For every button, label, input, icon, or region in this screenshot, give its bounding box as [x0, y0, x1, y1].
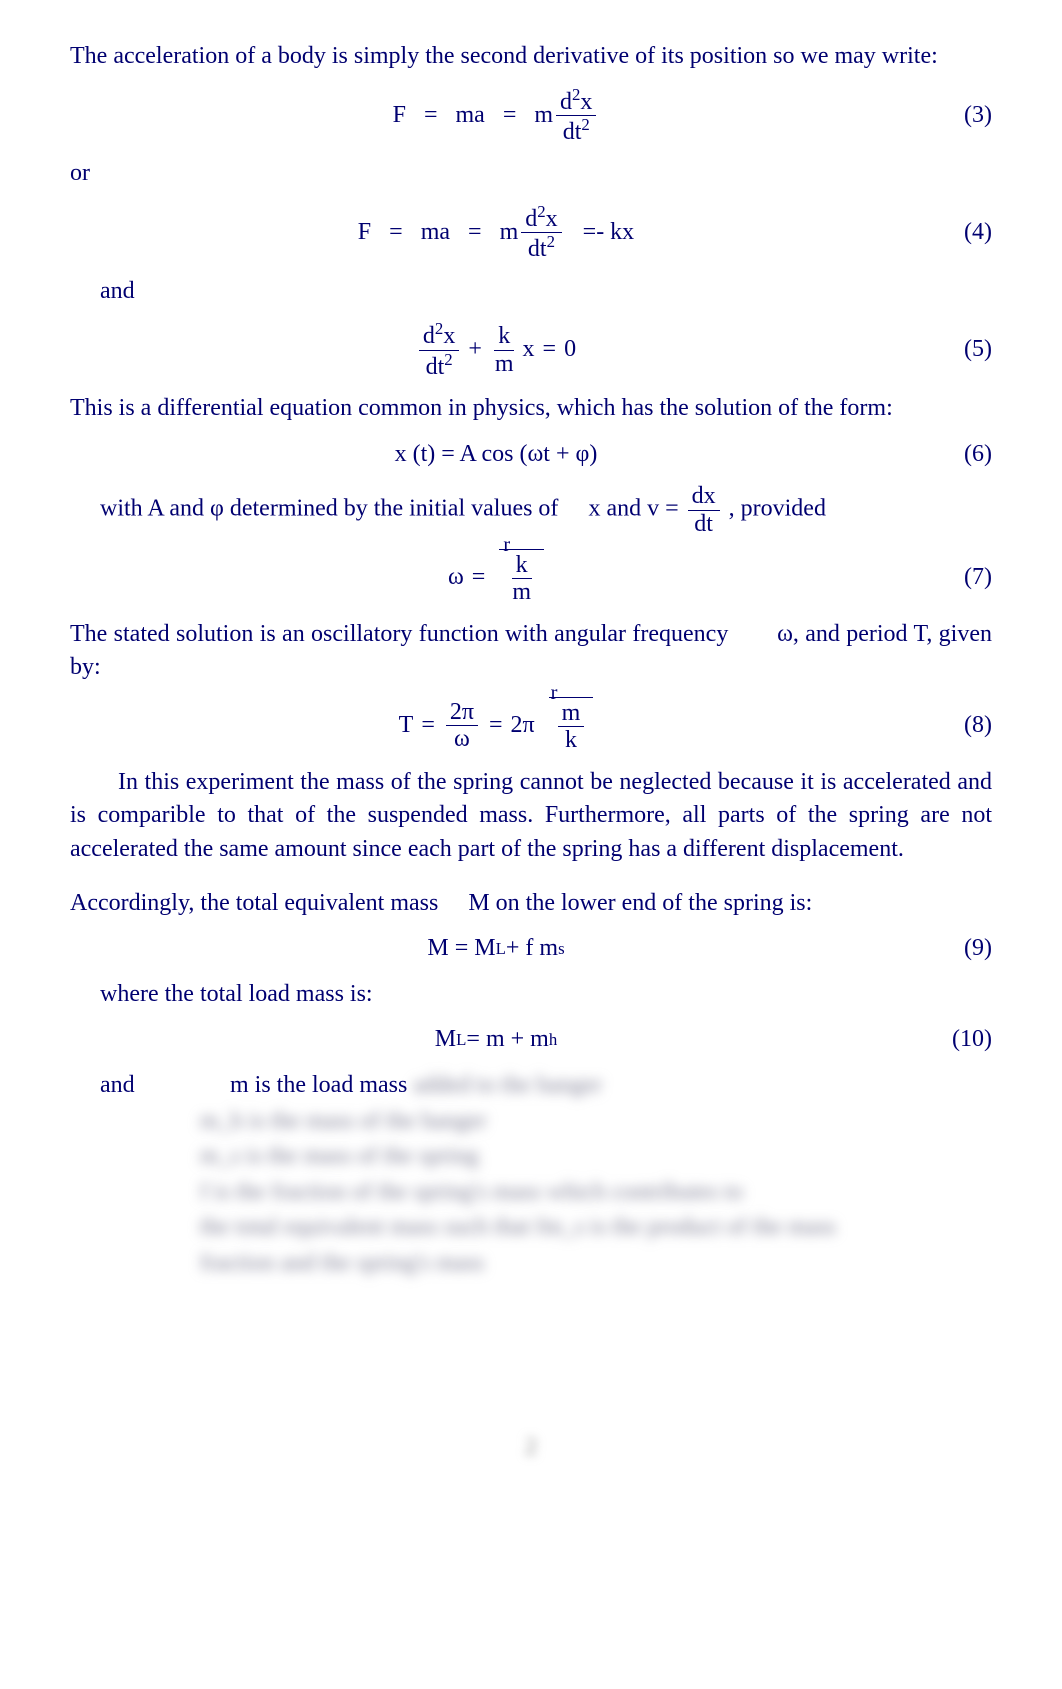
equation-6-row: x (t) = A cos (ωt + φ) (6)	[70, 438, 992, 472]
blurred-lines: m_h is the mass of the hangerm_s is the …	[70, 1105, 992, 1281]
eq3-number: (3)	[922, 99, 992, 133]
initial-values-paragraph: with A and φ determined by the initial v…	[100, 483, 992, 537]
blurred-line: m_s is the mass of the spring	[200, 1140, 992, 1174]
diff-eq-paragraph: This is a differential equation common i…	[70, 392, 992, 426]
equation-7: ω = r k m	[70, 549, 922, 606]
eq3-eq1: =	[424, 99, 438, 133]
equivalent-mass-paragraph: Accordingly, the total equivalent mass M…	[70, 887, 992, 921]
eq6-number: (6)	[922, 438, 992, 472]
equation-6: x (t) = A cos (ωt + φ)	[70, 438, 922, 472]
eq4-fraction: d2x dt2	[521, 203, 561, 263]
eq9-number: (9)	[922, 932, 992, 966]
equation-7-row: ω = r k m (7)	[70, 549, 992, 606]
equation-8: T = 2π ω = 2π r m k	[70, 697, 922, 754]
equation-8-row: T = 2π ω = 2π r m k (8)	[70, 697, 992, 754]
equation-9-row: M = ML + f m s (9)	[70, 932, 992, 966]
eq3-m: m	[534, 99, 553, 133]
equation-4: F = ma = m d2x dt2 = - kx	[70, 203, 922, 263]
eq4-number: (4)	[922, 216, 992, 250]
definition-row: and m is the load mass added to the hang…	[100, 1069, 992, 1103]
equation-10: ML = m + mh	[70, 1023, 922, 1057]
equation-3-row: F = ma = m d2x dt2 (3)	[70, 86, 992, 146]
eq8-number: (8)	[922, 709, 992, 743]
eq3-fraction: d2x dt2	[556, 86, 596, 146]
blurred-line: fraction and the spring's mass	[200, 1247, 992, 1281]
equation-3: F = ma = m d2x dt2	[70, 86, 922, 146]
eq8-r-label: r	[551, 679, 558, 708]
and-text: and	[100, 275, 992, 309]
equation-5: d2x dt2 + k m x = 0	[70, 320, 922, 380]
eq7-number: (7)	[922, 561, 992, 595]
or-text: or	[70, 157, 992, 191]
eq3-ma: ma	[455, 99, 484, 133]
eq5-frac2: k m	[491, 323, 518, 377]
def-and-label: and	[100, 1069, 230, 1103]
page-number: 2	[70, 1431, 992, 1465]
blurred-tail: added to the hanger	[413, 1072, 602, 1098]
def-m-text: m is the load mass	[230, 1072, 407, 1098]
oscillatory-paragraph: The stated solution is an oscillatory fu…	[70, 618, 992, 685]
equation-5-row: d2x dt2 + k m x = 0 (5)	[70, 320, 992, 380]
blurred-line: f is the fraction of the spring's mass w…	[200, 1176, 992, 1210]
blurred-line: m_h is the mass of the hanger	[200, 1105, 992, 1139]
intro-paragraph: The acceleration of a body is simply the…	[70, 40, 992, 74]
equation-10-row: ML = m + mh (10)	[70, 1023, 992, 1057]
eq3-F: F	[393, 99, 406, 133]
equation-4-row: F = ma = m d2x dt2 = - kx (4)	[70, 203, 992, 263]
equation-9: M = ML + f m s	[70, 932, 922, 966]
eq5-frac1: d2x dt2	[419, 320, 459, 380]
eq7-r-label: r	[503, 531, 510, 560]
spring-mass-paragraph: In this experiment the mass of the sprin…	[70, 766, 992, 867]
eq8-frac1: 2π ω	[446, 699, 478, 753]
eq5-number: (5)	[922, 333, 992, 367]
eq3-eq2: =	[503, 99, 517, 133]
blurred-line: the total equivalent mass such that fm_s…	[200, 1211, 992, 1245]
eq10-number: (10)	[922, 1023, 992, 1057]
total-load-paragraph: where the total load mass is:	[100, 978, 992, 1012]
dxdt-fraction: dx dt	[688, 483, 720, 537]
